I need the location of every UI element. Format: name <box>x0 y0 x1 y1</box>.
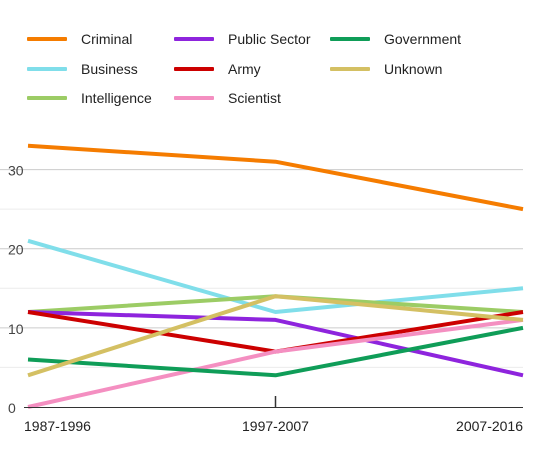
y-tick-label: 0 <box>8 400 16 416</box>
legend-item-unknown: Unknown <box>330 60 442 78</box>
legend-label: Army <box>228 61 261 77</box>
series-line-scientist <box>27 317 524 409</box>
legend-label: Public Sector <box>228 31 311 47</box>
y-tick-label: 30 <box>8 163 24 179</box>
legend-swatch <box>27 67 67 71</box>
series-line-unknown <box>27 294 524 378</box>
x-tick-label: 1997-2007 <box>242 418 309 434</box>
series-lines <box>27 143 524 409</box>
x-tick-label: 2007-2016 <box>456 418 523 434</box>
legend-label: Business <box>81 61 138 77</box>
series-line-criminal <box>27 143 524 212</box>
y-axis-labels: 0 10 20 30 <box>8 163 24 416</box>
series-line-intelligence <box>27 294 524 314</box>
legend-item-government: Government <box>330 30 461 48</box>
y-tick-label: 20 <box>8 242 24 258</box>
legend-item-criminal: Criminal <box>27 30 132 48</box>
legend-item-business: Business <box>27 60 138 78</box>
legend-label: Scientist <box>228 90 281 106</box>
legend-label: Unknown <box>384 61 443 77</box>
x-tick-label: 1987-1996 <box>24 418 91 434</box>
legend-label: Intelligence <box>81 90 152 106</box>
series-line-government <box>27 325 524 378</box>
legend-item-scientist: Scientist <box>174 89 281 107</box>
legend-swatch <box>174 96 214 100</box>
x-axis: 1987-1996 1997-2007 2007-2016 <box>24 396 523 434</box>
legend-swatch <box>330 37 370 41</box>
legend-item-public-sector: Public Sector <box>174 30 310 48</box>
legend-swatch <box>27 96 67 100</box>
y-tick-label: 10 <box>8 321 24 337</box>
gridlines <box>0 169 523 368</box>
legend-item-army: Army <box>174 60 261 78</box>
series-line-public-sector <box>27 310 524 378</box>
legend-swatch <box>174 67 214 71</box>
series-line-business <box>27 238 524 314</box>
legend-label: Government <box>384 31 462 47</box>
legend-swatch <box>174 37 214 41</box>
legend-swatch <box>27 37 67 41</box>
legend-item-intelligence: Intelligence <box>27 89 152 107</box>
legend-swatch <box>330 67 370 71</box>
legend-label: Criminal <box>81 31 133 47</box>
